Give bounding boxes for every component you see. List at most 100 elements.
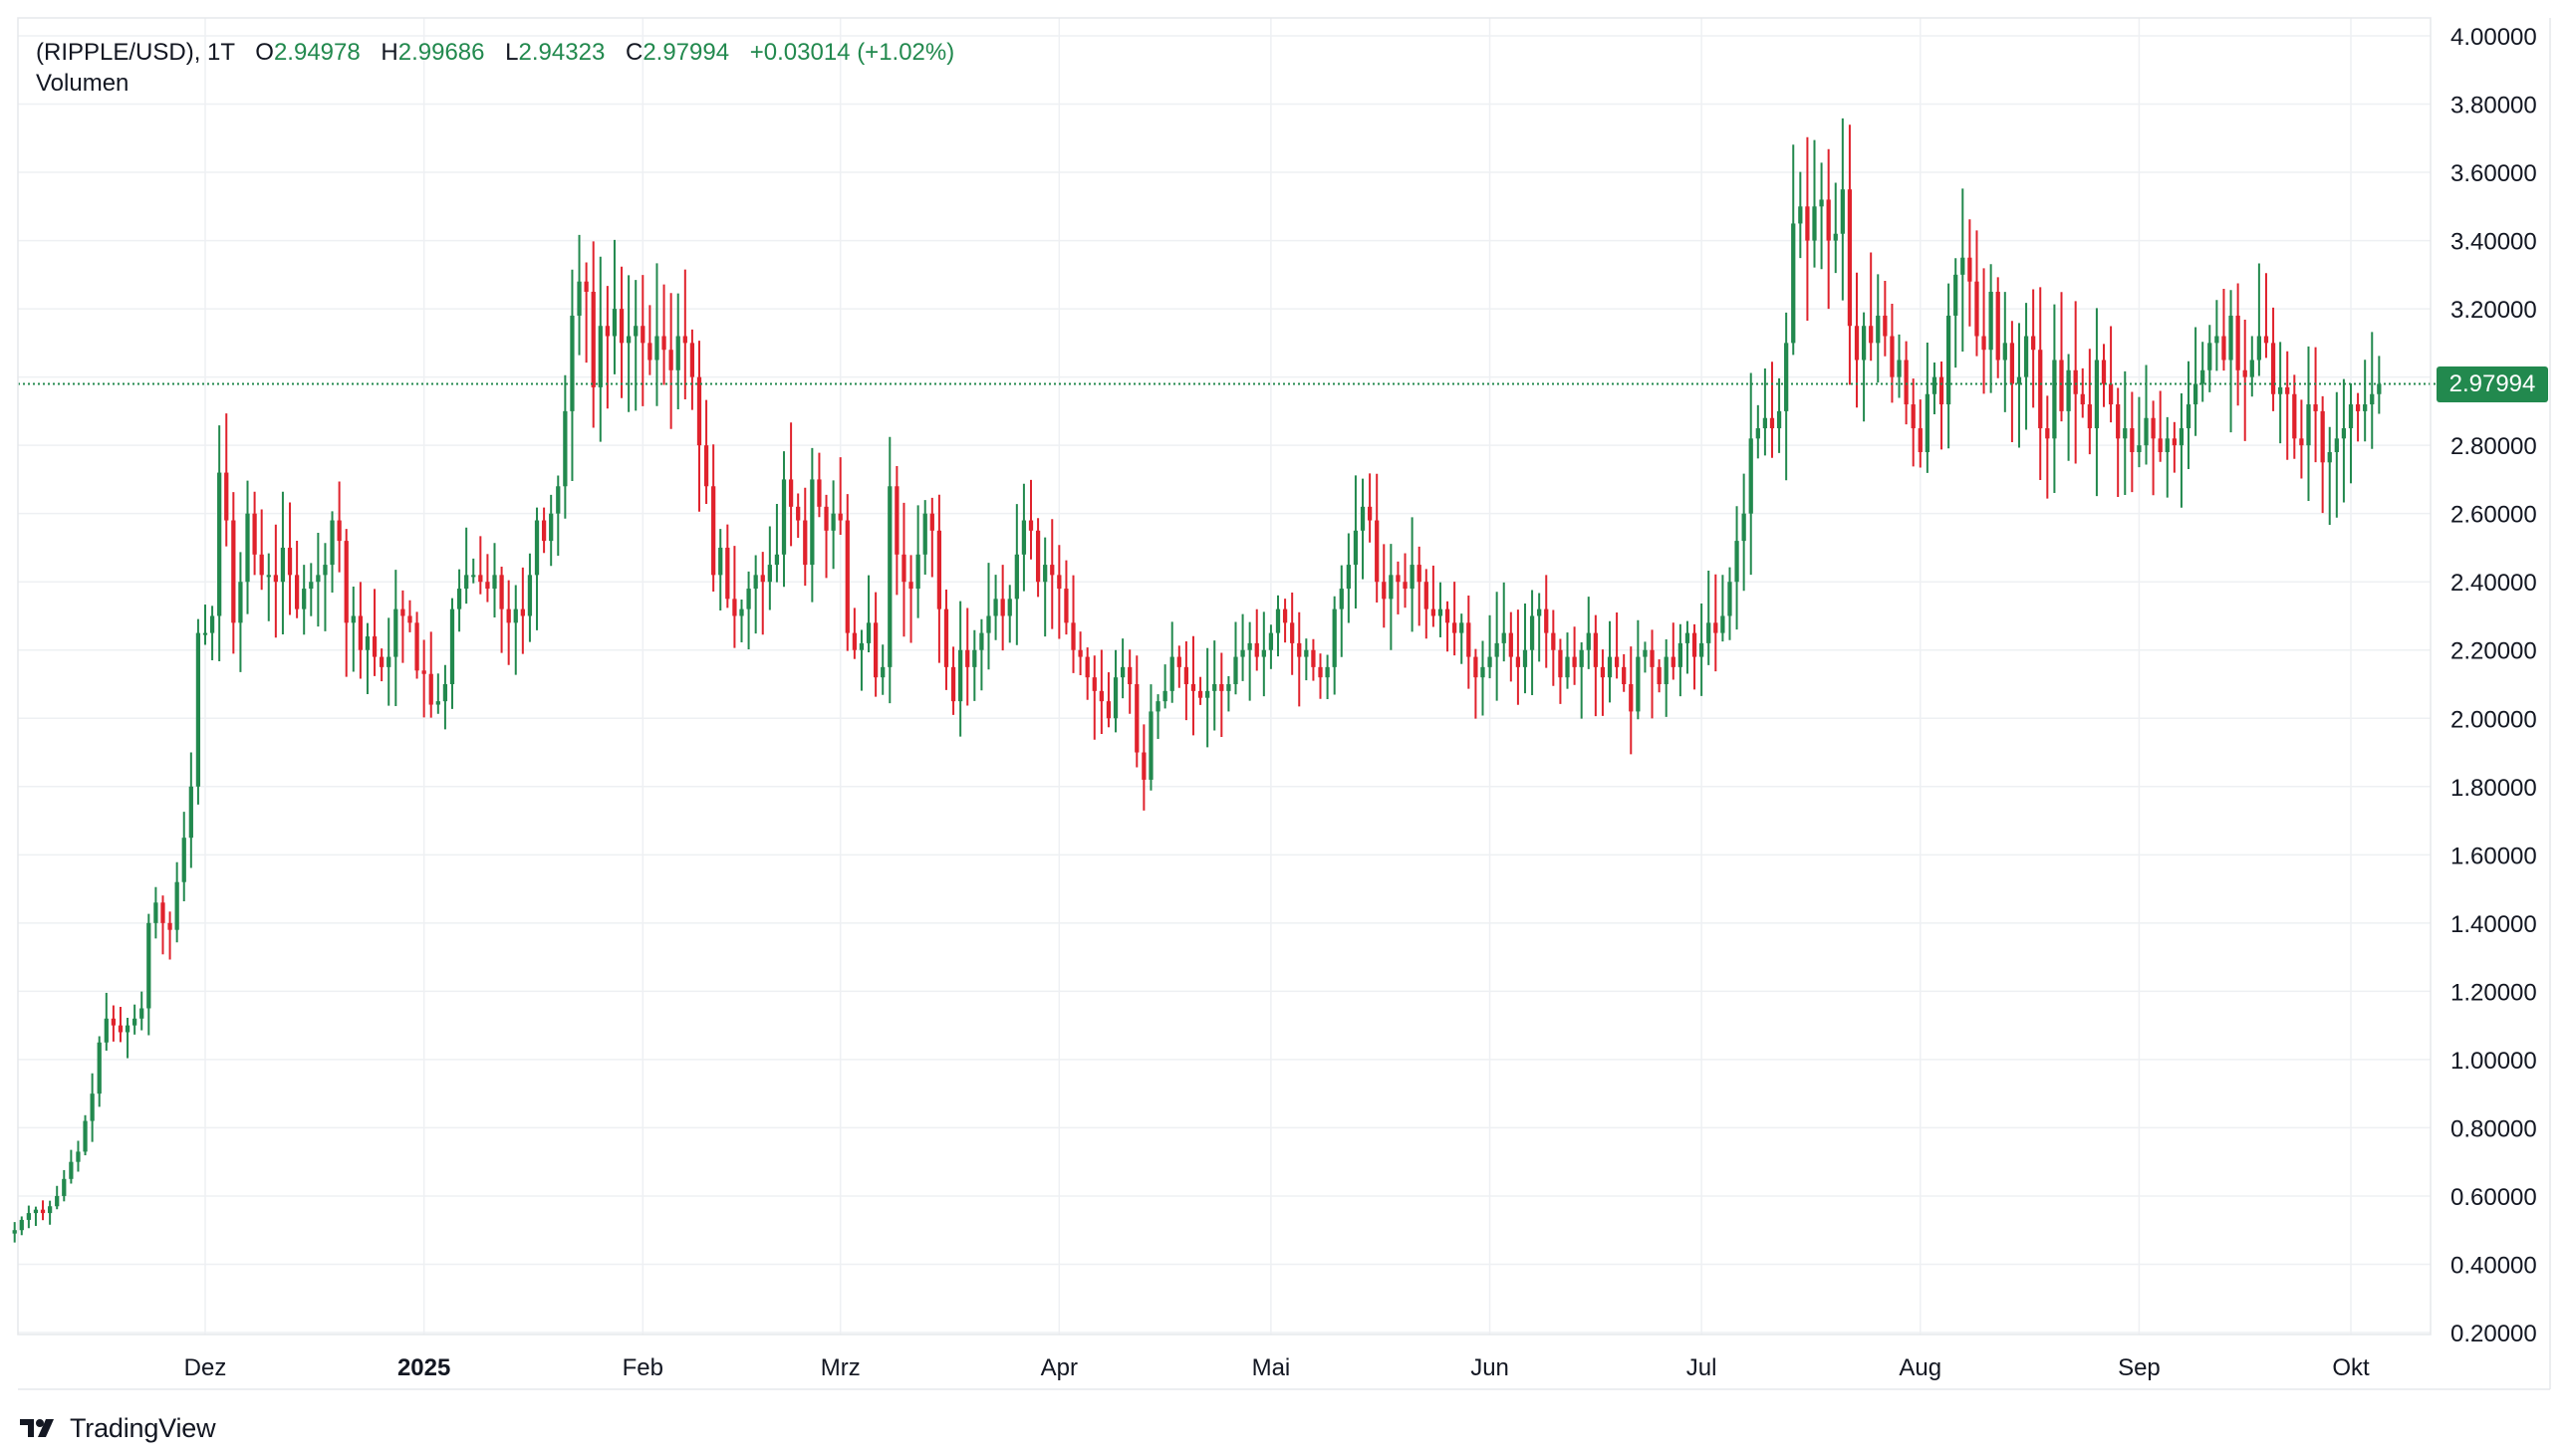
candle-body bbox=[132, 1018, 137, 1026]
candle-body bbox=[1050, 565, 1055, 576]
candle-body bbox=[1437, 608, 1443, 616]
candle-body bbox=[1748, 438, 1753, 514]
candle-body bbox=[1261, 649, 1266, 657]
candle-body bbox=[252, 513, 257, 555]
candle-body bbox=[1593, 632, 1598, 667]
candle-body bbox=[316, 575, 321, 583]
candle-body bbox=[188, 786, 193, 839]
candle-body bbox=[605, 326, 611, 337]
candle-body bbox=[1416, 565, 1421, 583]
candle-body bbox=[309, 582, 314, 590]
candle-body bbox=[556, 486, 561, 514]
candle-body bbox=[428, 673, 433, 705]
candle-body bbox=[47, 1206, 53, 1214]
candle-body bbox=[294, 575, 300, 609]
candle-body bbox=[2116, 404, 2121, 439]
candle-body bbox=[62, 1178, 67, 1196]
open-label: O bbox=[255, 39, 274, 66]
candle-body bbox=[986, 615, 991, 633]
candle-body bbox=[993, 599, 998, 616]
plot-border bbox=[17, 17, 2432, 1335]
open-value: 2.94978 bbox=[273, 39, 361, 66]
candle-body bbox=[647, 343, 652, 361]
candle-body bbox=[1000, 599, 1005, 616]
candle-body bbox=[90, 1093, 95, 1121]
candle-body bbox=[1353, 530, 1359, 566]
candle-body bbox=[1684, 632, 1690, 643]
candle-body bbox=[1176, 656, 1181, 667]
volume-indicator-label[interactable]: Volumen bbox=[36, 70, 129, 97]
candle-body bbox=[563, 410, 568, 487]
candle-body bbox=[2172, 438, 2177, 446]
candle-body bbox=[513, 608, 518, 623]
x-tick-label: Sep bbox=[2118, 1354, 2161, 1381]
candle-body bbox=[26, 1213, 31, 1220]
candle-body bbox=[922, 513, 927, 555]
candle-body bbox=[831, 513, 836, 531]
candle-body bbox=[380, 656, 385, 667]
candle-body bbox=[118, 1025, 124, 1033]
candle-body bbox=[661, 336, 666, 351]
candle-body bbox=[1833, 233, 1838, 241]
candle-body bbox=[1459, 622, 1464, 633]
candle-body bbox=[245, 513, 250, 583]
candle-body bbox=[2242, 369, 2247, 377]
candle-body bbox=[2228, 315, 2233, 361]
candle-body bbox=[2052, 360, 2057, 439]
symbol-label[interactable]: (RIPPLE/USD), 1T bbox=[36, 39, 235, 66]
candle-body bbox=[153, 902, 158, 923]
candle-body bbox=[393, 608, 398, 657]
x-tick-label: Jul bbox=[1686, 1354, 1717, 1381]
candle-body bbox=[12, 1230, 17, 1234]
y-tick-label: 2.80000 bbox=[2450, 433, 2537, 460]
candles bbox=[12, 118, 2382, 1243]
candle-body bbox=[1769, 417, 1775, 429]
candle-body bbox=[1515, 656, 1521, 667]
candle-body bbox=[1297, 642, 1302, 657]
y-axis[interactable]: 4.000003.800003.600003.400003.200003.000… bbox=[2450, 24, 2537, 1347]
candle-body bbox=[1375, 520, 1380, 583]
candle-body bbox=[1254, 642, 1259, 657]
candle-body bbox=[1622, 666, 1627, 684]
candle-body bbox=[160, 902, 165, 923]
candle-body bbox=[1565, 656, 1570, 678]
candle-body bbox=[358, 615, 364, 650]
candle-body bbox=[456, 589, 462, 609]
candle-body bbox=[2101, 360, 2107, 384]
candle-body bbox=[1268, 632, 1274, 650]
candle-body bbox=[2278, 386, 2283, 394]
candle-body bbox=[584, 281, 589, 292]
candle-body bbox=[492, 575, 497, 590]
candle-body bbox=[838, 513, 843, 521]
candle-body bbox=[1197, 690, 1203, 698]
candle-body bbox=[1311, 649, 1316, 667]
candle-body bbox=[1169, 656, 1174, 691]
candle-body bbox=[2221, 336, 2226, 361]
candle-body bbox=[485, 582, 490, 590]
candle-body bbox=[881, 666, 886, 678]
candle-body bbox=[668, 350, 673, 370]
candle-body bbox=[174, 881, 179, 930]
candle-body bbox=[1911, 404, 1916, 429]
candle-body bbox=[1444, 608, 1450, 623]
candle-body bbox=[1318, 666, 1323, 678]
x-axis[interactable]: Dez 2025 Feb Mrz Apr Mai Jun Jul Aug Sep Okt bbox=[184, 1354, 2370, 1381]
candle-body bbox=[2137, 445, 2142, 453]
candle-body bbox=[1128, 666, 1133, 684]
candle-body bbox=[2059, 360, 2064, 411]
candle-body bbox=[1522, 649, 1528, 667]
candle-body bbox=[2151, 417, 2156, 439]
x-tick-label: Aug bbox=[1899, 1354, 1941, 1381]
candle-body bbox=[1085, 656, 1090, 678]
y-tick-label: 2.40000 bbox=[2450, 570, 2537, 597]
candle-body bbox=[1629, 684, 1634, 712]
candle-body bbox=[386, 656, 391, 667]
candle-body bbox=[936, 530, 942, 609]
y-tick-label: 3.80000 bbox=[2450, 93, 2537, 120]
candle-body bbox=[711, 486, 716, 576]
candle-body bbox=[1014, 554, 1019, 600]
brand[interactable]: TradingView bbox=[20, 1411, 216, 1445]
candle-body bbox=[1135, 684, 1140, 753]
candle-body bbox=[2341, 428, 2347, 439]
